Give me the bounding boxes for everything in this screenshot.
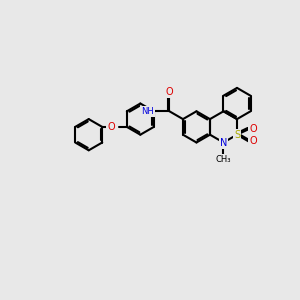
Text: N: N — [220, 137, 227, 148]
Text: O: O — [166, 87, 173, 98]
Text: O: O — [249, 124, 257, 134]
Text: CH₃: CH₃ — [216, 155, 231, 164]
Text: NH: NH — [142, 107, 154, 116]
Text: S: S — [234, 130, 240, 140]
Text: O: O — [107, 122, 115, 132]
Text: O: O — [249, 136, 257, 146]
